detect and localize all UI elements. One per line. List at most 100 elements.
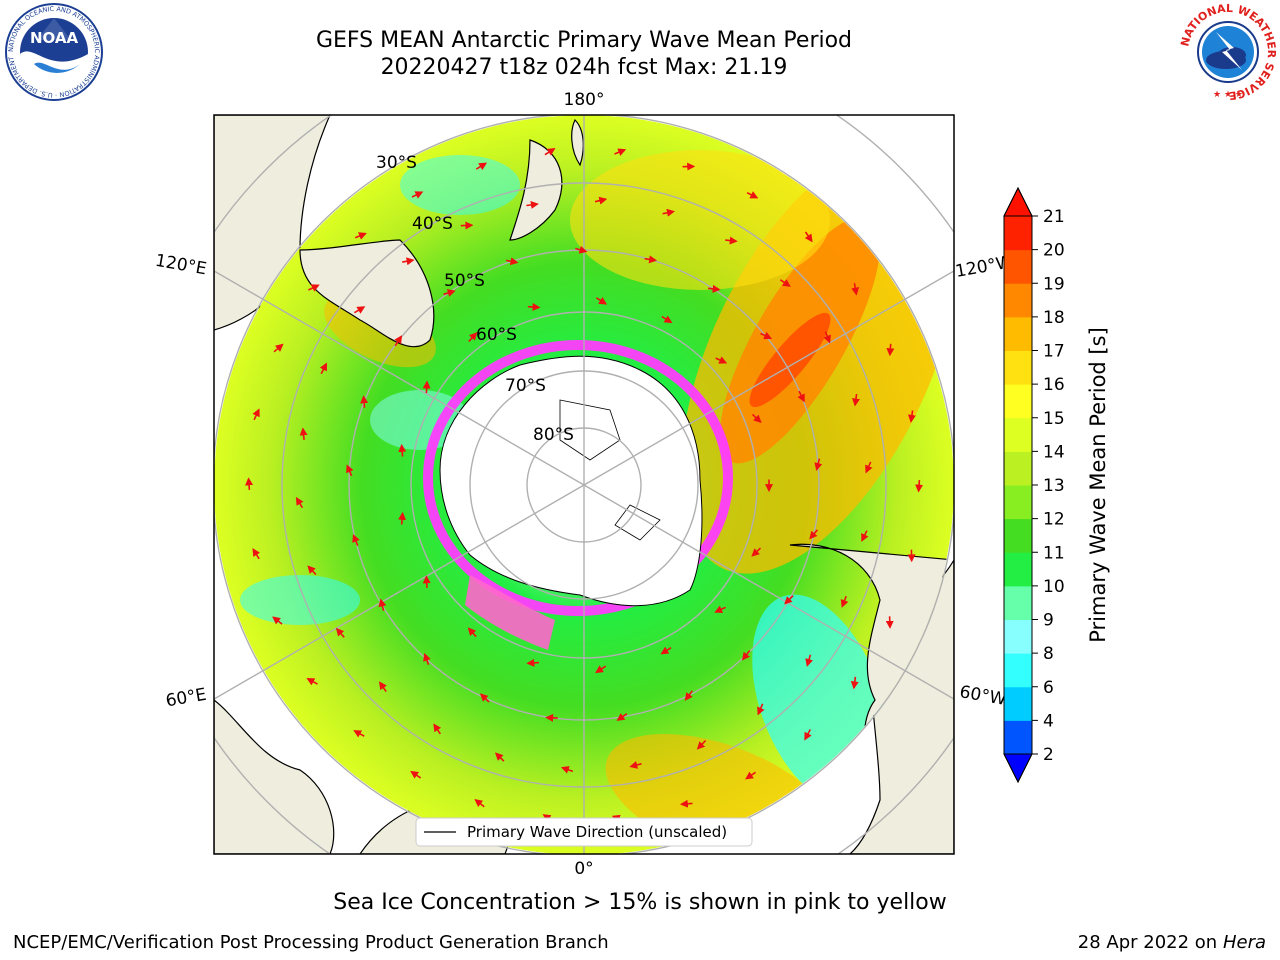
colorbar-tick-label: 2 bbox=[1043, 745, 1054, 765]
footer-host: Hera bbox=[1222, 932, 1266, 953]
wave-direction-arrows bbox=[245, 148, 924, 823]
wave-direction-arrow bbox=[852, 393, 860, 407]
wave-direction-arrow bbox=[475, 162, 488, 171]
wave-direction-arrow bbox=[751, 413, 762, 423]
wave-direction-arrow bbox=[252, 548, 261, 560]
wave-direction-arrow bbox=[809, 529, 819, 540]
wave-direction-arrow bbox=[814, 458, 823, 471]
colorbar-tick-label: 21 bbox=[1043, 207, 1065, 227]
wave-direction-arrow bbox=[526, 658, 539, 667]
wave-direction-arrow bbox=[662, 208, 675, 217]
colorbar-segment bbox=[1004, 283, 1032, 318]
wave-direction-arrow bbox=[757, 703, 765, 716]
wave-direction-arrow bbox=[575, 245, 588, 254]
colorbar-segment bbox=[1004, 249, 1032, 284]
wave-direction-arrow bbox=[797, 390, 805, 403]
wave-direction-arrow bbox=[751, 547, 762, 557]
colorbar-tick-label: 20 bbox=[1043, 241, 1065, 261]
wave-direction-arrow bbox=[679, 799, 693, 808]
wave-direction-arrow bbox=[527, 303, 541, 311]
colorbar-tick-label: 13 bbox=[1043, 476, 1065, 496]
legend-label: Primary Wave Direction (unscaled) bbox=[467, 823, 727, 841]
wave-direction-arrow bbox=[804, 729, 812, 741]
wave-direction-arrow bbox=[433, 723, 442, 735]
wave-direction-arrow bbox=[346, 464, 354, 477]
latitude-labels: 30°S 40°S 50°S 60°S 70°S 80°S bbox=[376, 153, 574, 445]
wave-direction-arrow bbox=[307, 565, 317, 576]
colorbar-ticks: 2 4 6 8 9 10 11 12 13 14 15 16 17 18 19 20 21 bbox=[1032, 207, 1065, 765]
wave-direction-arrow bbox=[760, 331, 773, 340]
lat-label: 80°S bbox=[533, 425, 574, 445]
wave-direction-arrow bbox=[614, 148, 627, 156]
lon-label-lower-left: 60°E bbox=[164, 685, 208, 712]
wave-direction-arrow bbox=[252, 408, 260, 421]
colorbar-segment bbox=[1004, 585, 1032, 620]
wave-direction-arrow bbox=[526, 200, 539, 209]
colorbar-segment bbox=[1004, 619, 1032, 654]
wave-direction-arrow bbox=[629, 761, 642, 769]
wave-direction-arrow bbox=[595, 296, 608, 305]
colorbar-segment bbox=[1004, 216, 1032, 251]
wave-direction-arrow bbox=[319, 362, 328, 375]
wave-direction-arrow bbox=[398, 511, 407, 525]
sea-ice-note: Sea Ice Concentration > 15% is shown in … bbox=[333, 890, 947, 915]
wave-direction-arrow bbox=[708, 284, 721, 293]
lon-label-lower-right: 60°W bbox=[958, 682, 1008, 710]
wave-direction-arrow bbox=[273, 343, 284, 353]
wave-direction-arrow bbox=[422, 575, 431, 588]
wave-direction-arrow bbox=[245, 477, 254, 490]
footer-date: 28 Apr 2022 on bbox=[1077, 932, 1223, 953]
wave-direction-arrow bbox=[915, 480, 924, 493]
noaa-logo: NATIONAL OCEANIC AND ATMOSPHERIC ADMINIS… bbox=[4, 2, 103, 101]
wave-direction-arrow bbox=[714, 605, 727, 613]
colorbar-segment bbox=[1004, 417, 1032, 452]
wave-direction-arrow bbox=[644, 255, 658, 264]
wave-direction-arrow bbox=[354, 232, 367, 240]
wave-direction-arrow bbox=[308, 284, 320, 292]
colorbar-tick-label: 6 bbox=[1043, 678, 1054, 698]
wave-direction-arrow bbox=[696, 740, 707, 750]
colorbar-segment bbox=[1004, 720, 1032, 755]
colorbar-tick-label: 12 bbox=[1043, 510, 1065, 530]
wave-direction-arrow bbox=[660, 646, 672, 655]
colorbar-extend-low bbox=[1003, 753, 1033, 784]
wave-direction-arrow bbox=[823, 331, 831, 344]
map-frame bbox=[213, 114, 955, 855]
colorbar-tick-label: 19 bbox=[1043, 274, 1065, 294]
colorbar-tick-label: 11 bbox=[1043, 543, 1065, 563]
wave-direction-arrow bbox=[560, 766, 574, 774]
wave-direction-arrow bbox=[411, 191, 424, 199]
wave-direction-arrow bbox=[352, 534, 360, 546]
wave-direction-arrow bbox=[378, 598, 387, 611]
wave-direction-arrow bbox=[595, 665, 607, 674]
wave-direction-arrow bbox=[306, 678, 318, 686]
lat-label: 70°S bbox=[505, 376, 546, 396]
chart-title: GEFS MEAN Antarctic Primary Wave Mean Pe… bbox=[315, 28, 853, 53]
colorbar-tick-label: 8 bbox=[1043, 644, 1054, 664]
wave-direction-arrow bbox=[335, 627, 345, 638]
wave-direction-arrow bbox=[272, 616, 283, 625]
lon-label-bottom: 0° bbox=[574, 859, 593, 879]
wave-direction-arrow bbox=[474, 799, 485, 808]
wave-direction-arrow bbox=[661, 315, 673, 324]
colorbar-tick-label: 9 bbox=[1043, 611, 1054, 631]
wave-direction-arrow bbox=[805, 654, 813, 667]
wave-direction-arrow bbox=[494, 752, 505, 762]
wave-direction-arrow bbox=[851, 282, 860, 296]
wave-direction-arrow bbox=[410, 770, 422, 779]
lat-label: 50°S bbox=[444, 271, 485, 291]
colorbar-tick-label: 17 bbox=[1043, 342, 1065, 362]
svg-text:★ ★ ★: ★ ★ ★ bbox=[1213, 90, 1243, 100]
wave-direction-arrow bbox=[725, 236, 738, 245]
map-legend: Primary Wave Direction (unscaled) bbox=[415, 817, 753, 847]
wave-direction-arrow bbox=[467, 627, 477, 638]
wave-direction-arrow bbox=[544, 148, 556, 156]
wave-direction-arrow bbox=[745, 771, 757, 780]
colorbar-segment bbox=[1004, 384, 1032, 419]
graticule bbox=[214, 115, 954, 854]
colorbar-label: Primary Wave Mean Period [s] bbox=[1086, 327, 1110, 643]
wave-direction-arrow bbox=[423, 652, 431, 665]
colorbar-segments bbox=[1003, 186, 1033, 784]
wave-direction-arrow bbox=[505, 257, 519, 266]
